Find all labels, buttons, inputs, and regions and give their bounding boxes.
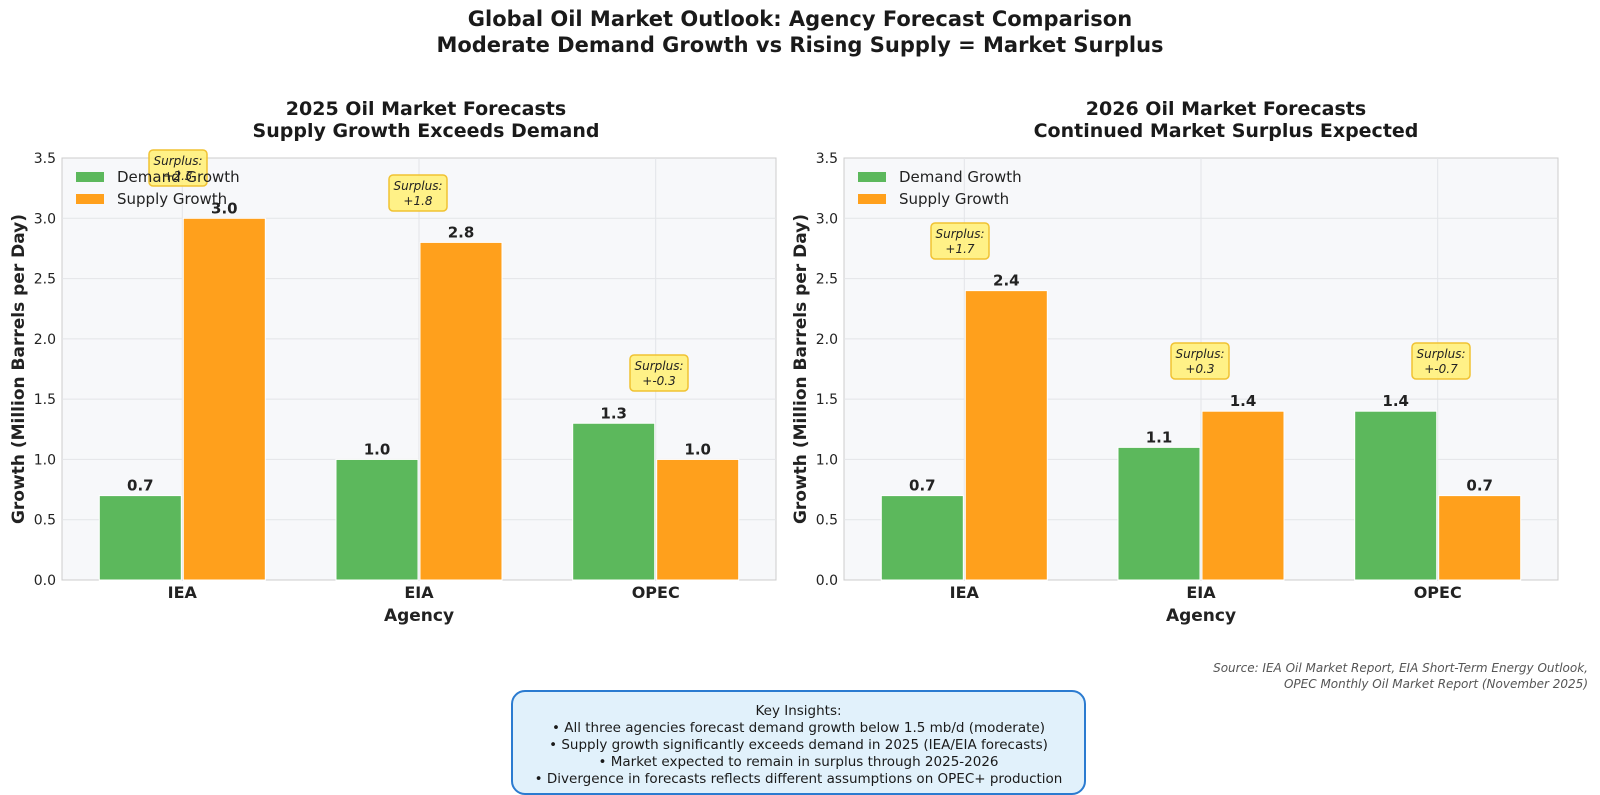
y-tick-label: 3.5 xyxy=(34,151,56,167)
legend-swatch xyxy=(858,194,886,204)
surplus-annotation-value: +1.8 xyxy=(403,194,433,208)
insight-bullet: • Divergence in forecasts reflects diffe… xyxy=(534,771,1063,787)
surplus-annotation-value: +-0.3 xyxy=(642,374,675,388)
legend-swatch xyxy=(76,194,104,204)
y-tick-label: 3.0 xyxy=(34,211,56,227)
bar-value-label: 2.4 xyxy=(993,272,1020,290)
bar-value-label: 1.1 xyxy=(1146,428,1173,446)
bar-value-label: 0.7 xyxy=(1466,477,1493,495)
source-line1: Source: IEA Oil Market Report, EIA Short… xyxy=(1213,661,1588,675)
supply-bar-iea-2026 xyxy=(964,290,1048,581)
bar-value-label: 0.7 xyxy=(909,477,936,495)
surplus-annotation-value: +0.3 xyxy=(1185,362,1214,376)
surplus-annotation-value: +2.3 xyxy=(163,169,192,183)
chart-2025-title: 2025 Oil Market Forecasts Supply Growth … xyxy=(66,98,786,142)
bar-value-label: 1.4 xyxy=(1382,392,1409,410)
y-tick-label: 2.0 xyxy=(816,332,838,348)
y-tick-label: 0.0 xyxy=(34,573,56,589)
demand-bar-eia-2025 xyxy=(335,458,419,581)
x-tick-label: EIA xyxy=(1186,583,1216,602)
y-tick-label: 2.5 xyxy=(34,272,56,288)
chart-2025-title-line1: 2025 Oil Market Forecasts xyxy=(285,98,567,120)
y-tick-label: 1.0 xyxy=(816,452,838,468)
charts-canvas: 0.0 0.5 1.0 1.5 2.0 2.5 3.0 3.5 0.7 3.0 IEA Surplus… xyxy=(9,149,1559,626)
y-tick-label: 1.0 xyxy=(34,452,56,468)
chart-2026-title-line1: 2026 Oil Market Forecasts xyxy=(1085,98,1367,120)
chart-2026-title: 2026 Oil Market Forecasts Continued Mark… xyxy=(866,98,1586,142)
supply-bar-iea-2025 xyxy=(182,217,266,581)
y-axis-label: Growth (Million Barrels per Day) xyxy=(9,214,29,524)
x-tick-label: EIA xyxy=(404,583,434,602)
y-tick-label: 2.0 xyxy=(34,332,56,348)
x-tick-label: IEA xyxy=(950,583,980,602)
x-tick-label: OPEC xyxy=(1414,583,1462,602)
legend-label: Supply Growth xyxy=(899,190,1009,208)
surplus-annotation-label: Surplus: xyxy=(634,359,683,373)
key-insights-box: Key Insights: • All three agencies forec… xyxy=(511,690,1086,795)
surplus-annotation-label: Surplus: xyxy=(935,227,984,241)
bar-value-label: 1.3 xyxy=(600,404,627,422)
figure-title-line2: Moderate Demand Growth vs Rising Supply … xyxy=(436,33,1164,57)
y-tick-label: 3.5 xyxy=(816,151,838,167)
surplus-annotation-box xyxy=(1411,342,1471,380)
legend-label: Supply Growth xyxy=(117,190,227,208)
x-tick-label: IEA xyxy=(168,583,198,602)
demand-bar-eia-2026 xyxy=(1117,446,1201,581)
supply-bar-eia-2026 xyxy=(1201,410,1285,581)
source-line2: OPEC Monthly Oil Market Report (November… xyxy=(1283,677,1588,691)
legend-label: Demand Growth xyxy=(899,168,1022,186)
demand-bar-iea-2025 xyxy=(98,495,182,581)
chart-2025-title-line2: Supply Growth Exceeds Demand xyxy=(252,120,600,142)
source-note: Source: IEA Oil Market Report, EIA Short… xyxy=(1213,660,1588,692)
demand-bar-opec-2025 xyxy=(572,422,656,581)
y-tick-label: 2.5 xyxy=(816,272,838,288)
figure-title: Global Oil Market Outlook: Agency Foreca… xyxy=(0,6,1600,58)
bar-value-label: 3.0 xyxy=(211,199,238,217)
surplus-annotation-box xyxy=(148,149,208,187)
insight-bullet: • All three agencies forecast demand gro… xyxy=(551,720,1045,736)
y-tick-label: 0.5 xyxy=(816,513,838,529)
surplus-annotation-box xyxy=(930,222,990,260)
legend-swatch xyxy=(858,172,886,182)
surplus-annotation-box xyxy=(629,354,689,392)
surplus-annotation-label: Surplus: xyxy=(153,154,202,168)
legend-swatch xyxy=(76,172,104,182)
x-axis-label: Agency xyxy=(1166,606,1236,626)
demand-bar-opec-2026 xyxy=(1354,410,1438,581)
x-axis-label: Agency xyxy=(384,606,454,626)
surplus-annotation-box xyxy=(1170,342,1230,380)
insight-bullet: • Supply growth significantly exceeds de… xyxy=(549,737,1048,753)
supply-bar-opec-2026 xyxy=(1438,495,1522,581)
y-tick-label: 3.0 xyxy=(816,211,838,227)
y-tick-label: 1.5 xyxy=(816,392,838,408)
bar-value-label: 1.0 xyxy=(684,440,711,458)
insight-bullet: • Market expected to remain in surplus t… xyxy=(598,754,999,770)
y-tick-label: 0.5 xyxy=(34,513,56,529)
surplus-annotation-value: +-0.7 xyxy=(1424,362,1458,376)
insights-title: Key Insights: xyxy=(755,703,842,719)
surplus-annotation-label: Surplus: xyxy=(1175,347,1224,361)
legend-label: Demand Growth xyxy=(117,168,240,186)
y-axis-label: Growth (Million Barrels per Day) xyxy=(791,214,811,524)
x-tick-label: OPEC xyxy=(632,583,680,602)
surplus-annotation-value: +1.7 xyxy=(945,242,975,256)
bar-value-label: 2.8 xyxy=(448,223,475,241)
y-tick-label: 0.0 xyxy=(816,573,838,589)
bar-value-label: 0.7 xyxy=(127,477,154,495)
surplus-annotation-label: Surplus: xyxy=(393,179,442,193)
supply-bar-opec-2025 xyxy=(656,458,740,581)
surplus-annotation-label: Surplus: xyxy=(1416,347,1465,361)
supply-bar-eia-2025 xyxy=(419,241,503,581)
bar-value-label: 1.0 xyxy=(364,440,391,458)
surplus-annotation-box xyxy=(388,174,448,212)
figure-title-line1: Global Oil Market Outlook: Agency Foreca… xyxy=(467,7,1133,31)
bar-value-label: 1.4 xyxy=(1230,392,1257,410)
y-tick-label: 1.5 xyxy=(34,392,56,408)
demand-bar-iea-2026 xyxy=(880,495,964,581)
chart-2026-title-line2: Continued Market Surplus Expected xyxy=(1033,120,1419,142)
